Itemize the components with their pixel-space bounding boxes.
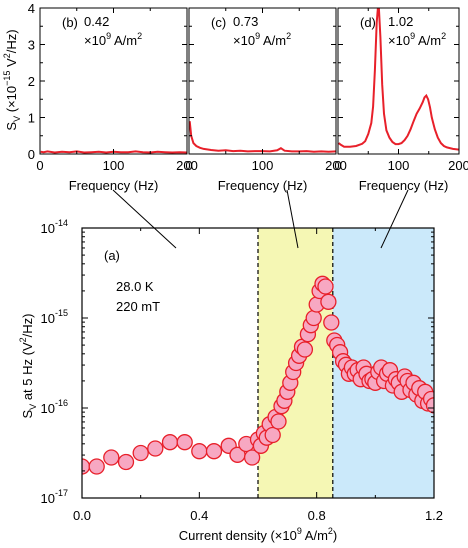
scatter-markers — [82, 275, 434, 475]
main-x-tick-label: 0.0 — [73, 508, 91, 523]
connector-line-c — [286, 189, 299, 249]
main-x-label-unit: A/m — [302, 528, 328, 543]
current-density-value-panel-b: 0.42 — [84, 14, 109, 29]
inset-y-label-exp2: 2 — [2, 53, 12, 58]
inset-y-label-exp: −15 — [2, 71, 12, 86]
x-tick-label-panel-b: 100 — [103, 158, 125, 173]
inset-y-label-unit: (×10 — [4, 86, 19, 116]
current-density-unit-panel-b: ×109 A/m2 — [84, 31, 142, 48]
inset-y-label-unit3: /Hz) — [4, 29, 19, 53]
y-tick-label-panel-b: 4 — [28, 1, 35, 16]
panel-label-panel-d: (d) — [360, 15, 376, 30]
main-y-tick-label: 10-16 — [41, 398, 68, 416]
data-point — [176, 434, 193, 451]
x-tick-label-panel-b: 200 — [176, 158, 198, 173]
main-y-tick-label: 10-14 — [41, 218, 68, 236]
data-point — [117, 453, 135, 471]
panel-label-panel-c: (c) — [211, 15, 226, 30]
x-tick-label-panel-d: 200 — [448, 158, 468, 173]
x-tick-label-panel-d: 100 — [388, 158, 410, 173]
panel-label-panel-b: (b) — [62, 15, 78, 30]
x-tick-label-panel-c: 200 — [325, 158, 347, 173]
main-y-label-close: /Hz) — [20, 314, 35, 338]
x-tick-label-panel-b: 0 — [36, 158, 43, 173]
data-point — [425, 397, 434, 414]
inset-y-label-main: S — [4, 122, 19, 131]
x-axis-label-panel-b: Frequency (Hz) — [69, 178, 159, 193]
spectrum-line-panel-d — [338, 8, 459, 151]
data-point — [205, 443, 223, 460]
main-y-label-exp: 2 — [18, 337, 28, 342]
main-x-axis-label: Current density (×109 A/m2) — [179, 526, 338, 543]
plot-frame-panel-d — [337, 7, 460, 155]
spectrum-line-panel-b — [40, 150, 187, 154]
panel-d-chart: 0 100 200 (d) 1.02 ×109 A/m2 Frequency (Hz) — [334, 7, 468, 193]
main-x-label-close: ) — [333, 528, 337, 543]
data-point — [88, 458, 105, 475]
data-point — [296, 341, 314, 358]
data-point — [191, 443, 208, 460]
main-y-label-main: S — [20, 409, 35, 418]
main-y-tick-label: 10-17 — [41, 488, 68, 506]
data-point — [323, 314, 340, 331]
panel-label-a: (a) — [104, 248, 120, 263]
x-axis-label-panel-d: Frequency (Hz) — [359, 178, 449, 193]
data-point — [132, 444, 149, 462]
main-y-label-sub: V — [28, 404, 38, 410]
y-tick-label-panel-b: 0 — [28, 147, 35, 162]
y-tick-label-panel-b: 2 — [28, 74, 35, 89]
main-x-label-exp2: 2 — [328, 526, 333, 536]
spectrum-line-panel-c — [189, 121, 336, 153]
panel-c-chart: 0 100 200 (c) 0.73 ×109 A/m2 Frequency (Hz) — [185, 7, 347, 193]
main-x-tick-label: 1.2 — [425, 508, 443, 523]
inset-y-label-sub: V — [12, 116, 22, 122]
connector-line-d — [380, 189, 409, 249]
main-y-axis-label: SV at 5 Hz (V2/Hz) — [18, 314, 38, 419]
inset-y-label-unit2: V — [4, 58, 19, 71]
current-density-unit-panel-c: ×109 A/m2 — [233, 31, 291, 48]
x-axis-label-panel-c: Frequency (Hz) — [218, 178, 308, 193]
data-point — [264, 426, 281, 444]
data-point — [320, 293, 337, 310]
main-x-label-main: Current density (×10 — [179, 528, 297, 543]
current-density-value-panel-d: 1.02 — [388, 14, 413, 29]
main-y-tick-label: 10-15 — [41, 308, 68, 326]
data-point — [103, 449, 120, 466]
current-density-value-panel-c: 0.73 — [233, 14, 258, 29]
data-point — [243, 449, 261, 466]
data-point — [317, 278, 334, 295]
main-x-tick-label: 0.8 — [308, 508, 326, 523]
current-density-unit-panel-d: ×109 A/m2 — [388, 31, 446, 48]
x-tick-label-panel-c: 0 — [185, 158, 192, 173]
data-point — [147, 440, 164, 457]
y-tick-label-panel-b: 3 — [28, 38, 35, 53]
main-x-tick-label: 0.4 — [190, 508, 208, 523]
x-tick-label-panel-c: 100 — [252, 158, 274, 173]
inset-y-axis-label: SV (×10−15 V2/Hz) — [2, 29, 22, 130]
field-annotation: 220 mT — [116, 299, 160, 314]
data-point — [270, 413, 287, 430]
y-tick-label-panel-b: 1 — [28, 111, 35, 126]
connector-line-b — [112, 189, 177, 249]
main-y-label-rest: at 5 Hz (V — [20, 342, 35, 404]
data-point — [305, 309, 322, 327]
x-tick-label-panel-d: 0 — [334, 158, 341, 173]
panel-a-chart: 0.0 0.4 0.8 1.2 10-17 10-16 10-15 10-14 (a) 28.0 … — [41, 218, 444, 523]
main-x-label-exp: 9 — [297, 526, 302, 536]
temperature-annotation: 28.0 K — [116, 279, 154, 294]
data-point — [161, 434, 179, 451]
